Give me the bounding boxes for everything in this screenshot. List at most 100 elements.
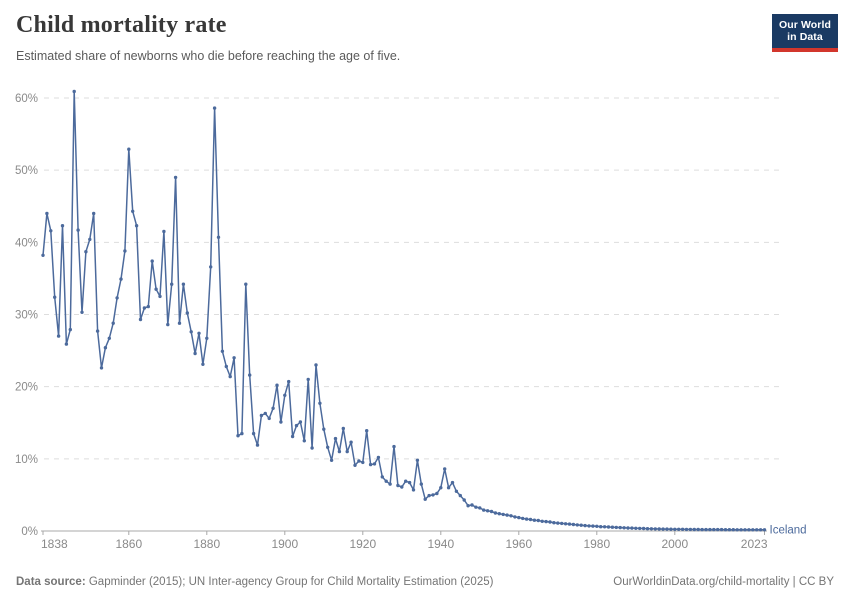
data-point-1941[interactable] bbox=[443, 467, 447, 471]
data-point-1981[interactable] bbox=[599, 525, 603, 529]
data-point-1956[interactable] bbox=[501, 512, 505, 517]
data-point-1891[interactable] bbox=[248, 373, 252, 377]
data-point-1920[interactable] bbox=[361, 460, 365, 465]
data-point-1898[interactable] bbox=[275, 383, 279, 387]
data-point-2007[interactable] bbox=[700, 527, 704, 532]
data-point-1899[interactable] bbox=[279, 420, 283, 424]
data-point-1940[interactable] bbox=[439, 486, 443, 490]
data-point-1869[interactable] bbox=[162, 229, 166, 234]
data-point-1916[interactable] bbox=[345, 449, 349, 454]
data-point-1971[interactable] bbox=[560, 521, 564, 526]
data-point-1932[interactable] bbox=[407, 480, 412, 485]
data-point-1892[interactable] bbox=[251, 431, 256, 436]
data-point-1972[interactable] bbox=[563, 522, 568, 526]
data-point-1880[interactable] bbox=[205, 336, 209, 340]
data-point-1931[interactable] bbox=[404, 479, 408, 483]
data-point-1884[interactable] bbox=[220, 349, 225, 353]
data-point-1881[interactable] bbox=[209, 265, 213, 269]
data-point-1973[interactable] bbox=[567, 522, 572, 526]
data-point-2001[interactable] bbox=[677, 527, 681, 531]
data-point-1918[interactable] bbox=[353, 463, 357, 467]
data-point-1938[interactable] bbox=[431, 493, 435, 497]
data-point-1889[interactable] bbox=[240, 431, 244, 436]
data-point-1966[interactable] bbox=[540, 519, 544, 523]
data-point-1957[interactable] bbox=[505, 513, 509, 517]
data-point-1986[interactable] bbox=[618, 525, 622, 530]
data-point-1871[interactable] bbox=[170, 282, 174, 286]
data-point-1865[interactable] bbox=[146, 304, 150, 309]
data-point-1977[interactable] bbox=[583, 523, 587, 528]
data-point-1935[interactable] bbox=[419, 482, 423, 486]
data-point-1954[interactable] bbox=[493, 511, 498, 515]
data-point-1913[interactable] bbox=[333, 436, 338, 441]
data-point-1853[interactable] bbox=[99, 366, 104, 370]
data-point-1975[interactable] bbox=[575, 523, 579, 527]
data-point-1863[interactable] bbox=[138, 317, 143, 322]
data-point-1895[interactable] bbox=[263, 411, 267, 416]
data-point-1909[interactable] bbox=[318, 401, 322, 405]
data-point-1856[interactable] bbox=[111, 321, 115, 325]
data-point-1965[interactable] bbox=[536, 518, 540, 523]
data-point-1922[interactable] bbox=[368, 462, 373, 467]
data-point-2006[interactable] bbox=[696, 527, 700, 532]
data-point-1949[interactable] bbox=[474, 505, 478, 509]
data-point-1974[interactable] bbox=[571, 522, 576, 527]
data-point-2002[interactable] bbox=[680, 527, 685, 531]
data-point-1982[interactable] bbox=[602, 525, 607, 529]
data-point-1962[interactable] bbox=[524, 517, 529, 521]
data-point-2016[interactable] bbox=[735, 528, 739, 532]
data-point-1902[interactable] bbox=[290, 434, 295, 439]
data-point-1955[interactable] bbox=[497, 512, 501, 516]
data-point-1874[interactable] bbox=[181, 282, 186, 286]
data-point-1987[interactable] bbox=[622, 526, 626, 530]
data-point-1996[interactable] bbox=[657, 527, 661, 531]
data-point-1888[interactable] bbox=[236, 434, 240, 438]
data-point-1906[interactable] bbox=[306, 377, 310, 382]
data-point-1867[interactable] bbox=[154, 287, 158, 291]
data-point-2023[interactable] bbox=[762, 528, 767, 532]
data-point-1838[interactable] bbox=[41, 253, 45, 257]
data-point-1927[interactable] bbox=[388, 482, 392, 486]
data-point-2013[interactable] bbox=[723, 528, 728, 532]
data-point-2021[interactable] bbox=[755, 528, 759, 532]
data-point-1857[interactable] bbox=[115, 296, 119, 300]
data-point-1947[interactable] bbox=[466, 504, 470, 508]
data-point-2009[interactable] bbox=[708, 527, 712, 532]
data-point-1915[interactable] bbox=[341, 426, 345, 431]
data-point-1926[interactable] bbox=[384, 479, 388, 483]
data-point-1944[interactable] bbox=[454, 489, 459, 493]
data-point-1999[interactable] bbox=[669, 527, 673, 531]
data-point-1854[interactable] bbox=[103, 346, 108, 350]
data-point-1845[interactable] bbox=[68, 327, 73, 332]
data-point-1945[interactable] bbox=[458, 493, 462, 498]
data-point-2014[interactable] bbox=[727, 528, 732, 532]
data-point-1921[interactable] bbox=[365, 429, 369, 433]
data-point-1842[interactable] bbox=[56, 334, 61, 338]
data-point-2003[interactable] bbox=[684, 527, 689, 532]
data-point-1989[interactable] bbox=[630, 526, 634, 530]
data-point-1868[interactable] bbox=[158, 294, 162, 299]
data-point-1855[interactable] bbox=[107, 336, 112, 340]
data-point-1877[interactable] bbox=[193, 351, 197, 356]
entity-label-iceland[interactable]: Iceland bbox=[770, 524, 807, 536]
data-point-1992[interactable] bbox=[641, 526, 646, 531]
data-point-1978[interactable] bbox=[587, 524, 591, 528]
data-point-1852[interactable] bbox=[95, 329, 100, 333]
data-point-1939[interactable] bbox=[435, 491, 439, 496]
data-point-1942[interactable] bbox=[446, 486, 451, 490]
data-point-1950[interactable] bbox=[478, 506, 482, 510]
data-point-2008[interactable] bbox=[704, 527, 708, 532]
data-point-1991[interactable] bbox=[638, 526, 642, 531]
data-point-2010[interactable] bbox=[712, 527, 716, 532]
data-point-1948[interactable] bbox=[470, 503, 474, 507]
data-point-1969[interactable] bbox=[552, 521, 556, 525]
data-point-1976[interactable] bbox=[579, 523, 583, 527]
data-point-1943[interactable] bbox=[450, 480, 455, 485]
data-point-1882[interactable] bbox=[212, 106, 217, 110]
data-point-1887[interactable] bbox=[232, 356, 236, 360]
data-point-1860[interactable] bbox=[127, 147, 131, 151]
data-point-2017[interactable] bbox=[739, 528, 743, 532]
data-point-1903[interactable] bbox=[294, 423, 299, 428]
data-point-1885[interactable] bbox=[224, 364, 228, 369]
data-point-1994[interactable] bbox=[649, 527, 654, 531]
